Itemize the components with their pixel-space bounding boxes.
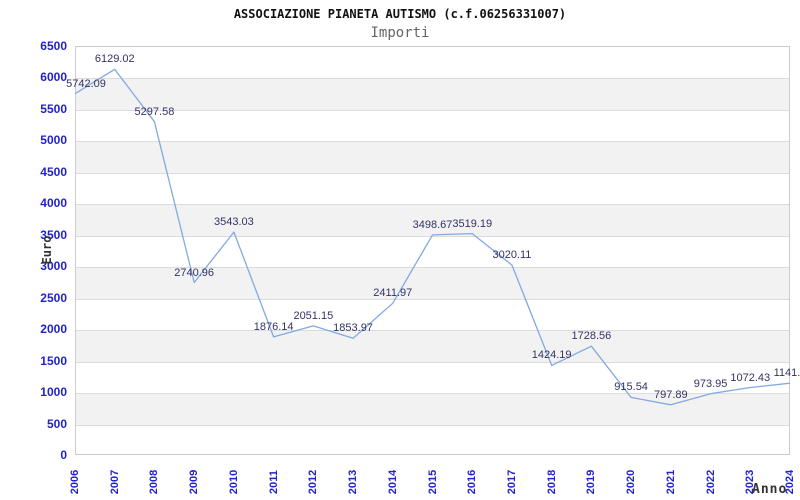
gridline [76,298,789,300]
data-point-label: 1424.19 [531,349,572,362]
gridline [76,330,789,332]
background-band [76,204,789,236]
gridline [76,424,789,426]
y-tick-label: 0 [60,448,67,462]
x-tick-label: 2010 [227,469,240,495]
y-tick-label: 1500 [40,353,67,368]
data-point-label: 1141.3 [773,367,800,380]
data-point-label: 3543.03 [213,216,254,229]
y-tick-label: 4500 [40,164,67,179]
background-band [76,78,789,110]
plot-background [75,46,790,455]
x-tick-label: 2013 [347,469,360,495]
data-point-label: 973.95 [693,377,728,390]
x-tick-label: 2007 [108,469,121,495]
x-tick-label: 2006 [69,469,81,495]
y-tick-label: 2000 [40,322,67,337]
data-point-label: 5297.58 [134,105,175,118]
x-tick-label: 2020 [625,469,638,495]
x-tick-label: 2018 [545,469,558,495]
data-point-label: 3020.11 [492,248,532,261]
data-point-label: 1876.14 [253,320,294,333]
y-tick-label: 2500 [40,290,67,305]
x-tick-label: 2011 [267,470,280,494]
line-chart-plot-area: 5742.09 6129.02 5297.58 2740.96 3543.03 1876.… [66,46,800,455]
y-axis-title: Euro [40,235,54,265]
series-line [74,68,791,406]
x-tick-label: 2008 [148,469,161,495]
gridline [76,204,789,206]
y-tick-label: 6500 [40,39,67,53]
x-tick-label: 2016 [466,469,479,495]
chart-title: ASSOCIAZIONE PIANETA AUTISMO (c.f.062563… [233,7,567,21]
x-tick-label: 2019 [585,469,598,495]
gridline [76,141,789,143]
data-point-label: 797.89 [654,388,688,401]
data-point-label: 6129.02 [94,53,135,66]
data-point-label: 915.54 [614,381,648,394]
y-tick-label: 4000 [40,196,67,211]
gridline [76,267,789,269]
data-point-label: 2411.97 [373,287,413,300]
y-tick-label: 6000 [40,70,67,85]
gridline [76,109,789,111]
gridline [76,393,789,395]
gridline [76,78,789,80]
gridline [76,235,789,237]
gridline [76,361,789,363]
y-tick-label: 3500 [40,227,67,242]
y-tick-label: 3000 [40,259,67,274]
gridline [76,172,789,174]
line-series [74,68,791,406]
data-point-label: 2740.96 [174,266,215,279]
background-band [76,330,789,362]
x-tick-label: 2022 [704,469,717,495]
x-tick-label: 2021 [664,469,677,495]
x-tick-label: 2012 [307,469,320,495]
x-tick-label: 2017 [505,469,518,495]
y-tick-label: 5000 [40,133,67,148]
y-tick-label: 5500 [40,101,67,116]
data-point-label: 3498.67 [412,218,453,231]
x-tick-label: 2015 [426,469,439,495]
chart-subtitle: Importi [370,25,430,41]
y-tick-label: 1000 [40,385,67,400]
x-tick-label: 2009 [188,469,201,495]
background-band [76,267,789,299]
background-band [76,141,789,173]
x-axis-title: Anno [752,482,788,497]
background-band [76,393,789,425]
data-point-label: 1728.56 [571,330,612,343]
data-point-label: 5742.09 [66,77,106,90]
data-point-label: 3519.19 [452,217,493,230]
x-tick-label: 2014 [386,469,399,495]
data-point-label: 1853.97 [333,322,373,335]
data-point-label: 1072.43 [730,371,771,384]
data-point-label: 2051.15 [293,309,334,322]
y-tick-label: 500 [46,416,67,431]
